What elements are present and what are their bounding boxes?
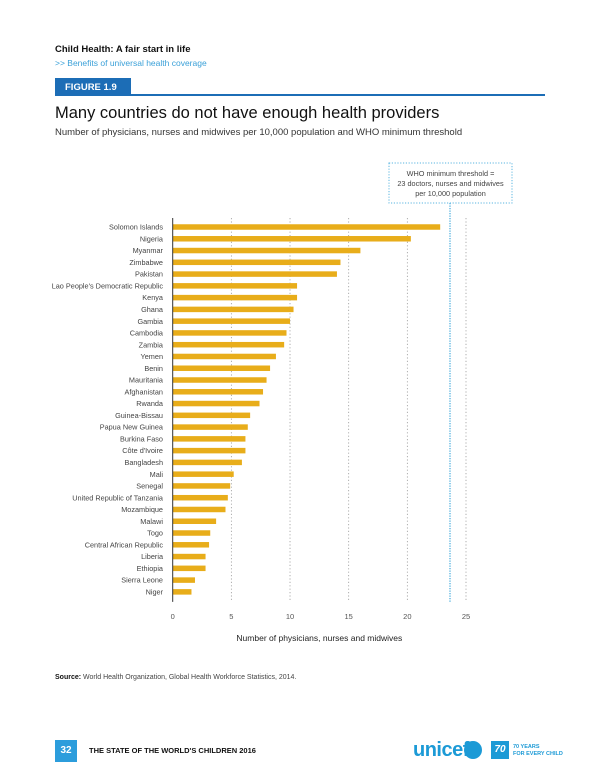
bar <box>172 412 251 419</box>
category-label: Solomon Islands <box>109 223 163 232</box>
bar <box>172 306 294 313</box>
bar <box>172 436 246 442</box>
category-label: Zimbabwe <box>129 258 163 267</box>
category-label: Gambia <box>137 317 163 326</box>
bar <box>172 424 248 430</box>
unicef-globe-icon <box>464 741 482 759</box>
category-label: Cambodia <box>130 329 164 338</box>
category-label: Zambia <box>139 340 164 349</box>
threshold-annotation-text: WHO minimum threshold = <box>407 169 495 178</box>
bar <box>172 377 267 383</box>
category-label: Yemen <box>141 352 163 361</box>
bar <box>172 224 441 230</box>
anniversary-line-2: FOR EVERY CHILD <box>513 750 563 757</box>
category-label: Rwanda <box>136 399 164 408</box>
bar <box>172 353 276 360</box>
category-label: Ghana <box>141 305 164 314</box>
bar <box>172 459 242 466</box>
category-label: Central African Republic <box>85 540 164 549</box>
x-tick-label: 0 <box>171 612 175 621</box>
page-number: 32 <box>55 740 77 762</box>
section-subtitle: >> Benefits of universal health coverage <box>55 58 207 68</box>
source-text: World Health Organization, Global Health… <box>81 674 297 681</box>
x-tick-label: 5 <box>229 612 233 621</box>
bar <box>172 259 341 266</box>
bar <box>172 471 234 477</box>
category-label: Niger <box>146 587 164 596</box>
category-label: Mauritania <box>129 376 164 385</box>
category-label: Guinea-Bissau <box>115 411 163 420</box>
bar <box>172 483 231 489</box>
bar <box>172 542 210 548</box>
category-label: Côte d'Ivoire <box>122 446 163 455</box>
chart-title: Many countries do not have enough health… <box>55 104 440 122</box>
bar <box>172 283 298 289</box>
x-tick-label: 25 <box>462 612 470 621</box>
category-label: Papua New Guinea <box>100 423 164 432</box>
bar <box>172 400 260 407</box>
bar <box>172 341 285 348</box>
bar <box>172 318 291 324</box>
x-tick-label: 15 <box>345 612 353 621</box>
unicef-logo: unicef <box>413 739 469 761</box>
anniversary-badge-icon: 70 <box>491 741 509 759</box>
bar <box>172 577 195 583</box>
chart-subtitle: Number of physicians, nurses and midwive… <box>55 127 463 138</box>
category-label: Burkina Faso <box>120 434 163 443</box>
category-label: Mozambique <box>121 505 163 514</box>
category-label: Sierra Leone <box>121 576 163 585</box>
bar <box>172 506 226 513</box>
category-label: Lao People's Democratic Republic <box>52 281 164 290</box>
bar <box>172 518 217 524</box>
bar <box>172 494 228 501</box>
category-label: Myanmar <box>133 246 164 255</box>
x-axis-title: Number of physicians, nurses and midwive… <box>236 633 402 643</box>
category-label: Nigeria <box>140 234 164 243</box>
category-label: Senegal <box>136 482 163 491</box>
bar <box>172 389 264 395</box>
category-label: Malawi <box>140 517 163 526</box>
source-label: Source: <box>55 674 82 681</box>
source-note: Source: World Health Organization, Globa… <box>55 674 296 681</box>
category-label: Kenya <box>142 293 164 302</box>
bar <box>172 565 206 572</box>
category-label: United Republic of Tanzania <box>72 493 164 502</box>
category-label: Mali <box>150 470 164 479</box>
category-label: Afghanistan <box>124 387 163 396</box>
category-label: Togo <box>147 529 163 538</box>
bar <box>172 553 206 560</box>
category-label: Benin <box>144 364 163 373</box>
section-title: Child Health: A fair start in life <box>55 44 191 55</box>
bar <box>172 294 298 301</box>
threshold-annotation-text: per 10,000 population <box>415 189 486 198</box>
bar <box>172 236 411 242</box>
category-label: Ethiopia <box>137 564 164 573</box>
bar-chart: WHO minimum threshold =23 doctors, nurse… <box>52 162 513 643</box>
bar <box>172 271 337 277</box>
category-label: Bangladesh <box>124 458 163 467</box>
anniversary-text: 70 YEARS FOR EVERY CHILD <box>513 744 563 757</box>
threshold-annotation-text: 23 doctors, nurses and midwives <box>397 179 504 188</box>
bar <box>172 330 287 336</box>
figure-label: FIGURE 1.9 <box>55 78 131 96</box>
publication-title: THE STATE OF THE WORLD'S CHILDREN 2016 <box>89 746 256 755</box>
bar <box>172 530 211 536</box>
x-tick-label: 10 <box>286 612 294 621</box>
category-label: Liberia <box>141 552 164 561</box>
bar <box>172 247 361 254</box>
x-tick-label: 20 <box>403 612 411 621</box>
anniversary-line-1: 70 YEARS <box>513 744 540 750</box>
bar <box>172 365 271 371</box>
bar <box>172 447 246 454</box>
figure-rule <box>55 94 545 96</box>
category-label: Pakistan <box>135 270 163 279</box>
bar <box>172 589 192 595</box>
